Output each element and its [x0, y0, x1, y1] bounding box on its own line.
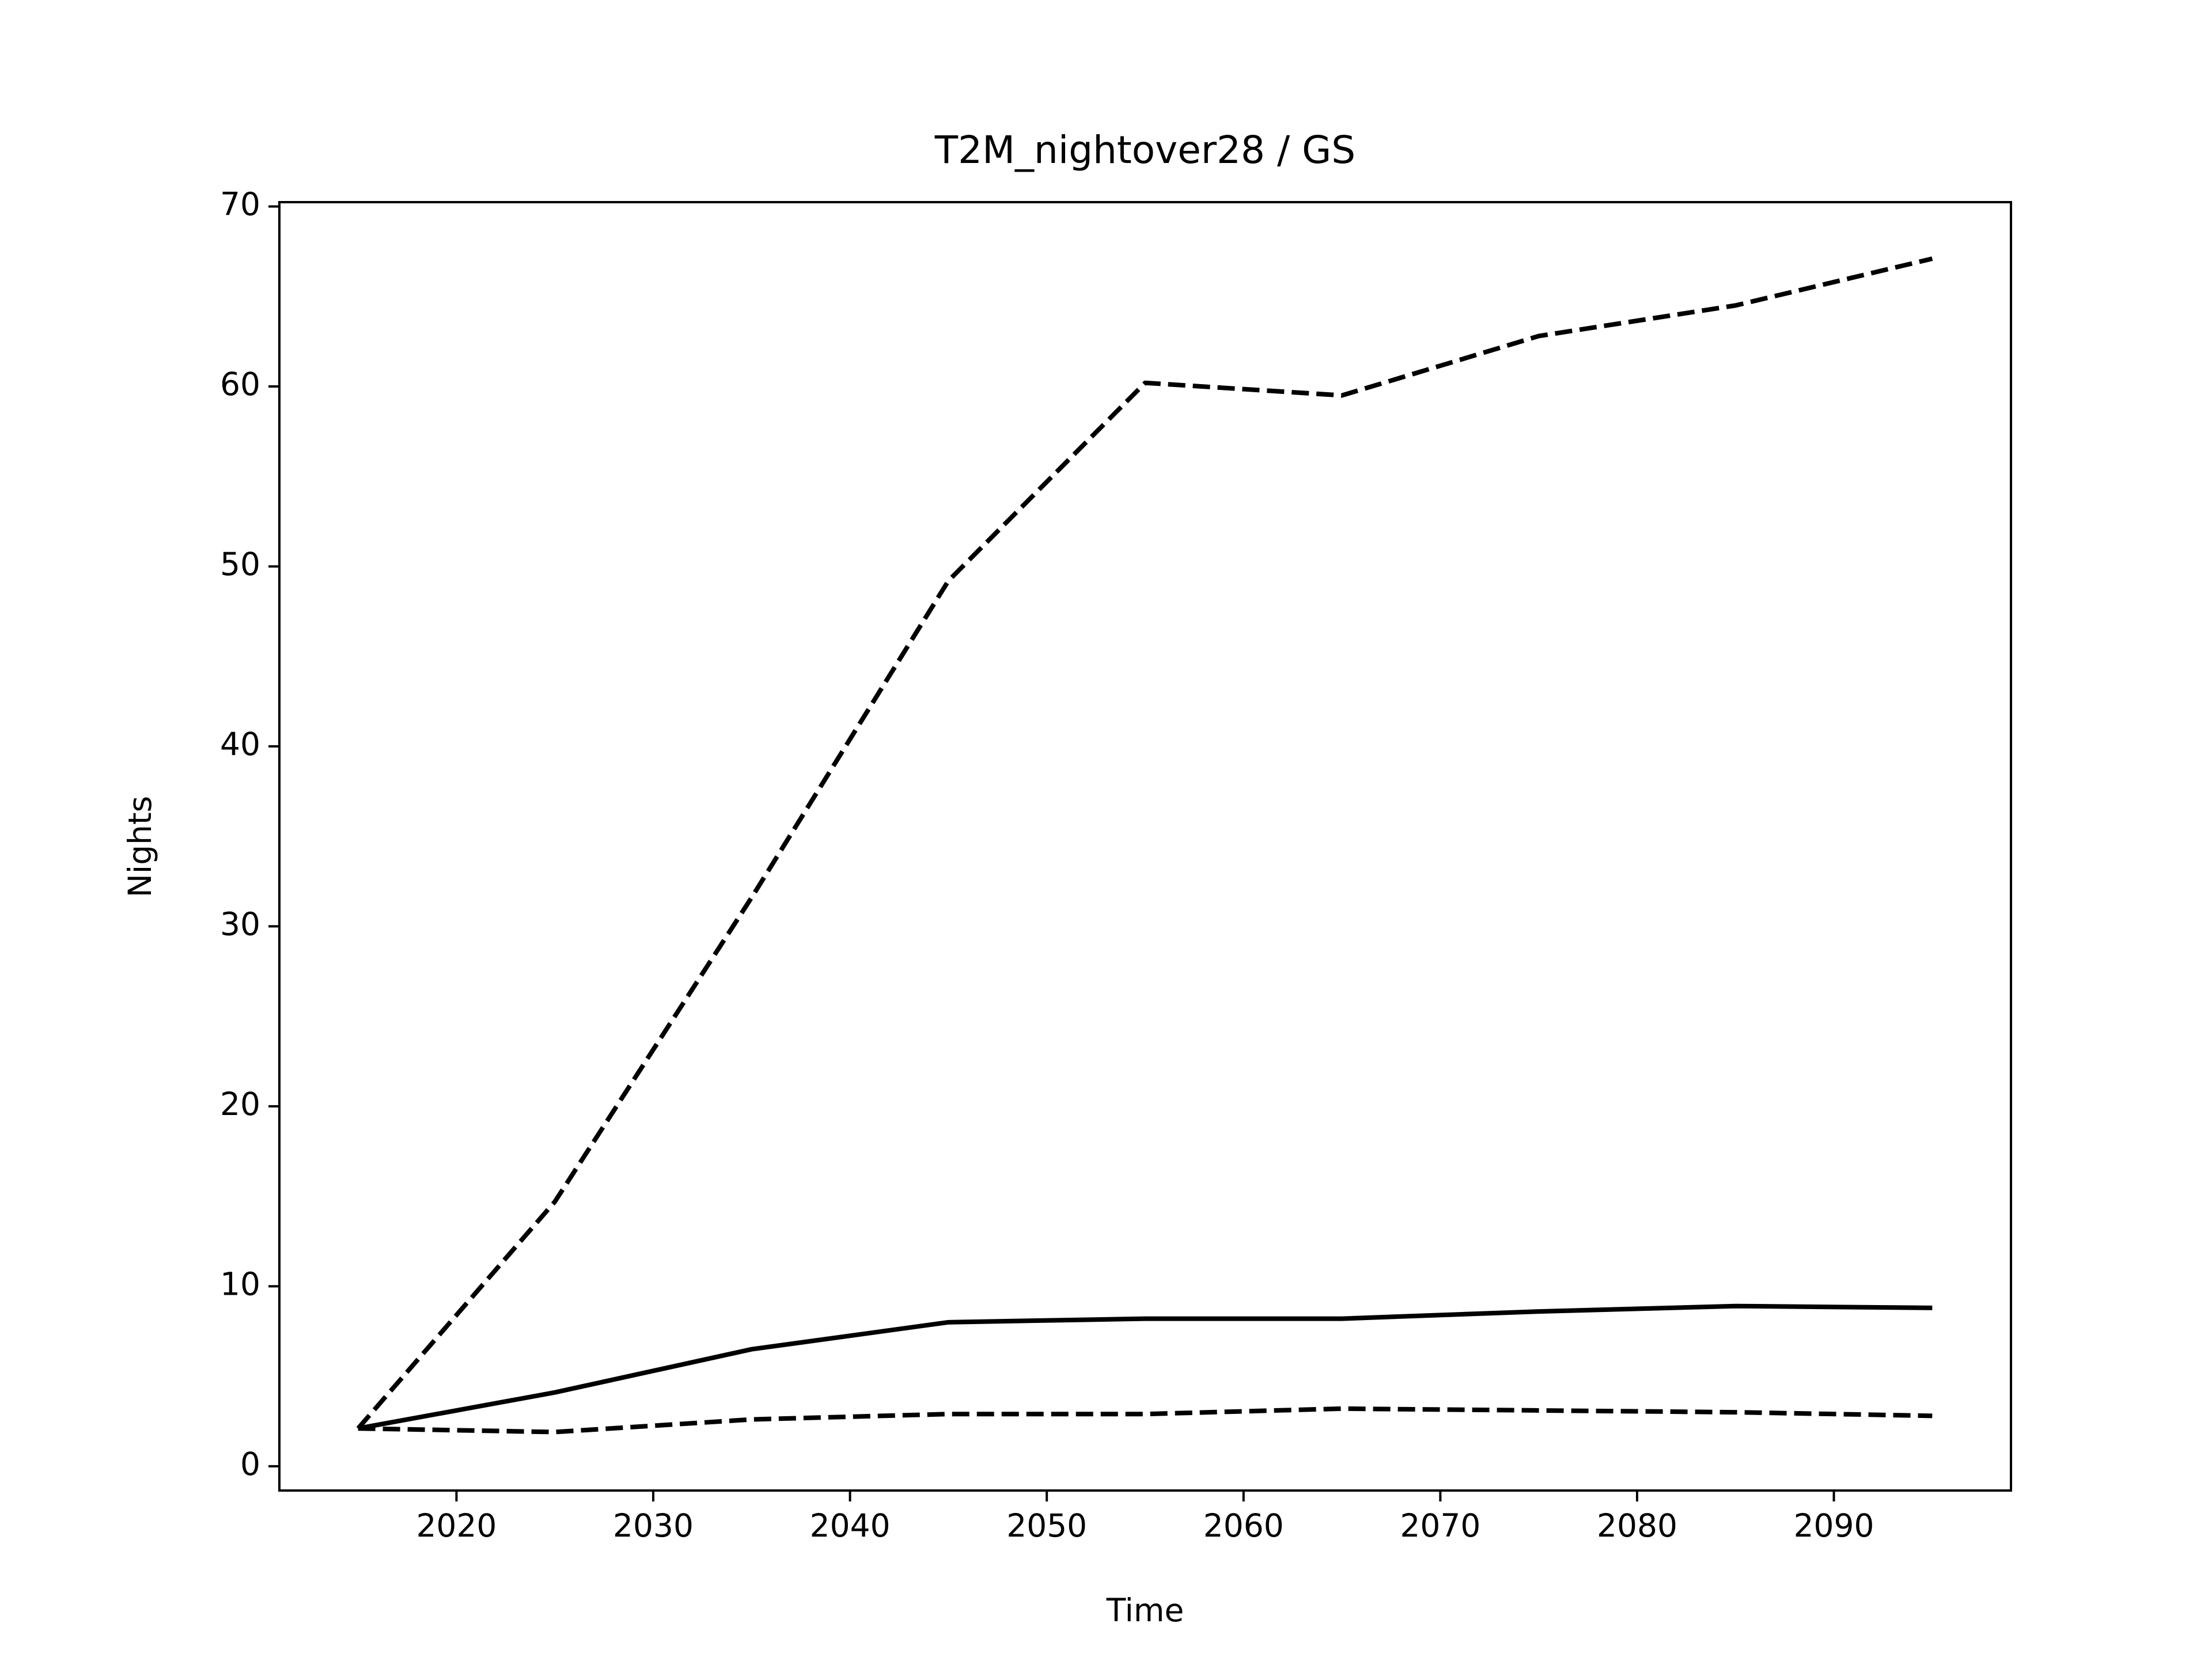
y-tick-label: 50: [220, 546, 260, 583]
x-tick-label: 2040: [810, 1507, 891, 1544]
x-tick-label: 2080: [1597, 1507, 1677, 1544]
x-tick-label: 2030: [613, 1507, 694, 1544]
axes-frame: [278, 201, 2012, 1492]
x-tick-label: 2090: [1794, 1507, 1874, 1544]
y-tick-label: 20: [220, 1086, 260, 1122]
y-axis-label: Nights: [122, 796, 158, 897]
y-tick-label: 70: [220, 186, 260, 223]
y-tick-label: 0: [240, 1446, 260, 1482]
x-tick-label: 2060: [1203, 1507, 1284, 1544]
y-tick-label: 30: [220, 906, 260, 943]
x-tick-label: 2020: [416, 1507, 497, 1544]
x-axis-label: Time: [1106, 1592, 1184, 1629]
y-tick-label: 60: [220, 366, 260, 403]
series-line: [358, 1406, 1933, 1435]
y-tick-label: 10: [220, 1265, 260, 1302]
x-tick-label: 2050: [1006, 1507, 1087, 1544]
y-tick-label: 40: [220, 726, 260, 763]
series-line: [356, 256, 1933, 1430]
chart-title: T2M_nightover28 / GS: [934, 128, 1355, 172]
x-tick-label: 2070: [1400, 1507, 1480, 1544]
series-line: [357, 1303, 1933, 1431]
